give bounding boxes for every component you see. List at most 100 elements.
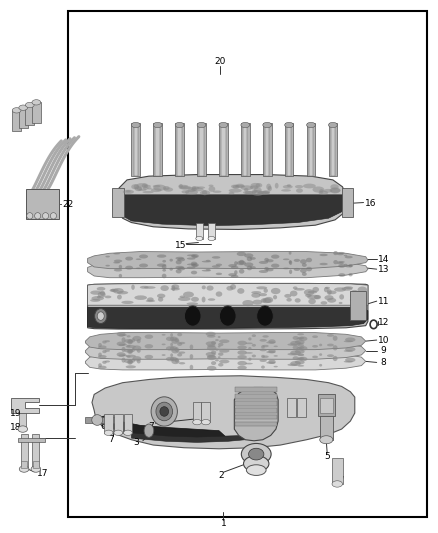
- Ellipse shape: [307, 123, 315, 128]
- Ellipse shape: [295, 340, 305, 344]
- Ellipse shape: [117, 295, 122, 300]
- Polygon shape: [88, 252, 368, 269]
- Ellipse shape: [124, 430, 132, 435]
- Ellipse shape: [344, 361, 353, 362]
- Ellipse shape: [299, 346, 307, 351]
- Ellipse shape: [110, 289, 119, 292]
- Ellipse shape: [330, 188, 341, 193]
- Ellipse shape: [312, 287, 319, 292]
- Ellipse shape: [228, 273, 237, 276]
- Ellipse shape: [179, 351, 185, 354]
- Ellipse shape: [170, 357, 177, 361]
- Ellipse shape: [123, 190, 134, 194]
- Ellipse shape: [137, 187, 142, 191]
- Ellipse shape: [312, 187, 324, 192]
- Ellipse shape: [197, 187, 205, 189]
- Ellipse shape: [248, 358, 251, 361]
- Text: 1: 1: [220, 519, 226, 528]
- Ellipse shape: [298, 354, 304, 356]
- Ellipse shape: [157, 263, 166, 267]
- Ellipse shape: [333, 356, 338, 361]
- Ellipse shape: [179, 184, 183, 188]
- Ellipse shape: [145, 335, 153, 339]
- Ellipse shape: [176, 260, 182, 264]
- Ellipse shape: [137, 339, 141, 343]
- Ellipse shape: [117, 342, 126, 346]
- Ellipse shape: [162, 273, 166, 278]
- Ellipse shape: [171, 359, 180, 364]
- Ellipse shape: [328, 123, 337, 128]
- Ellipse shape: [208, 184, 213, 187]
- Ellipse shape: [242, 300, 254, 306]
- Ellipse shape: [295, 360, 305, 365]
- Ellipse shape: [300, 259, 307, 264]
- Ellipse shape: [294, 268, 300, 271]
- Ellipse shape: [247, 265, 252, 270]
- Bar: [265, 126, 269, 176]
- Text: 9: 9: [381, 346, 387, 355]
- Bar: [32, 434, 39, 469]
- Ellipse shape: [201, 285, 206, 289]
- Ellipse shape: [237, 361, 247, 366]
- Ellipse shape: [202, 270, 211, 271]
- Ellipse shape: [354, 292, 363, 297]
- Bar: [85, 417, 118, 423]
- Ellipse shape: [171, 348, 180, 353]
- Ellipse shape: [105, 360, 110, 362]
- Ellipse shape: [212, 256, 220, 259]
- Ellipse shape: [284, 294, 291, 298]
- Ellipse shape: [262, 335, 269, 338]
- Ellipse shape: [132, 345, 141, 351]
- Bar: [285, 123, 293, 176]
- Polygon shape: [85, 353, 366, 370]
- Ellipse shape: [191, 271, 197, 274]
- Ellipse shape: [207, 345, 216, 351]
- Bar: [25, 105, 34, 125]
- Ellipse shape: [226, 286, 233, 290]
- Ellipse shape: [248, 347, 251, 350]
- Ellipse shape: [145, 355, 153, 359]
- Polygon shape: [234, 387, 278, 441]
- Ellipse shape: [345, 347, 356, 352]
- Ellipse shape: [143, 187, 148, 190]
- Ellipse shape: [97, 296, 101, 298]
- Ellipse shape: [114, 430, 123, 435]
- Bar: [26, 189, 59, 219]
- Ellipse shape: [127, 345, 131, 347]
- Ellipse shape: [344, 286, 353, 289]
- Ellipse shape: [287, 343, 298, 346]
- Ellipse shape: [178, 185, 188, 188]
- Ellipse shape: [175, 337, 179, 342]
- Ellipse shape: [241, 443, 271, 465]
- Ellipse shape: [234, 270, 237, 274]
- Ellipse shape: [125, 265, 133, 270]
- Ellipse shape: [338, 252, 345, 254]
- Ellipse shape: [338, 261, 345, 263]
- Text: 15: 15: [175, 241, 187, 249]
- Ellipse shape: [124, 349, 133, 352]
- Ellipse shape: [142, 183, 148, 188]
- Ellipse shape: [206, 286, 214, 290]
- Ellipse shape: [175, 123, 184, 128]
- Ellipse shape: [163, 186, 170, 190]
- Ellipse shape: [117, 352, 126, 357]
- Ellipse shape: [314, 295, 321, 300]
- Ellipse shape: [134, 295, 147, 300]
- Polygon shape: [117, 195, 344, 226]
- Ellipse shape: [18, 426, 28, 432]
- Bar: [235, 401, 277, 406]
- Ellipse shape: [92, 296, 104, 301]
- Ellipse shape: [137, 183, 147, 188]
- Ellipse shape: [297, 358, 302, 360]
- Ellipse shape: [338, 264, 346, 268]
- Ellipse shape: [157, 294, 166, 298]
- Ellipse shape: [219, 349, 230, 353]
- Ellipse shape: [252, 354, 256, 357]
- Ellipse shape: [234, 261, 237, 265]
- Ellipse shape: [126, 354, 136, 358]
- Ellipse shape: [231, 266, 238, 269]
- Ellipse shape: [239, 260, 244, 264]
- Ellipse shape: [212, 265, 220, 268]
- Ellipse shape: [119, 354, 125, 357]
- Ellipse shape: [345, 337, 356, 342]
